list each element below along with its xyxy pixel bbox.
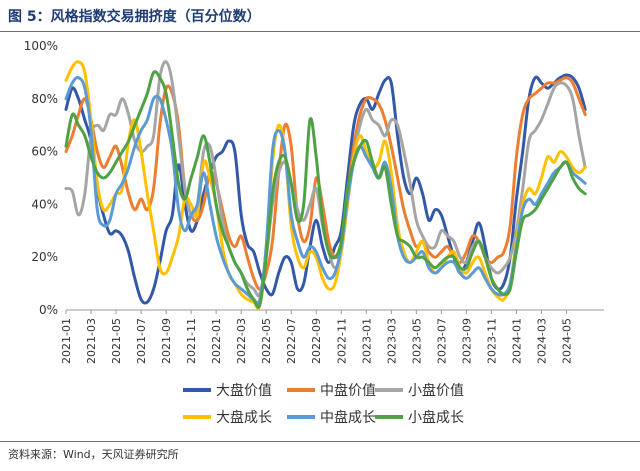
- x-tick-label: 2024-05: [560, 318, 573, 364]
- x-tick-label: 2024-01: [510, 318, 523, 364]
- legend-label: 小盘成长: [408, 409, 464, 426]
- x-tick-label: 2023-01: [360, 318, 373, 364]
- y-tick-label: 0%: [39, 303, 58, 317]
- x-axis: 2021-01 2021-03 2021-05 2021-07 2021-09 2021-…: [60, 309, 604, 364]
- y-tick-label: 100%: [24, 39, 58, 53]
- series-line-小盘成长: [64, 70, 587, 309]
- x-tick-label: 2022-05: [260, 318, 273, 364]
- y-tick-label: 20%: [31, 250, 58, 264]
- source-note: 资料来源：Wind，天风证券研究所: [8, 448, 179, 461]
- x-tick-label: 2021-11: [185, 318, 198, 364]
- legend-label: 小盘价值: [408, 382, 464, 399]
- x-tick-label: 2023-09: [460, 318, 473, 364]
- x-tick-label: 2022-03: [235, 318, 248, 364]
- source-divider: [0, 441, 640, 442]
- x-tick-label: 2021-01: [60, 318, 73, 364]
- chart-title: 图 5：风格指数交易拥挤度（百分位数）: [8, 9, 261, 25]
- x-tick-label: 2023-11: [485, 318, 498, 364]
- x-tick-label: 2023-03: [385, 318, 398, 364]
- series-layer: [64, 60, 587, 310]
- series-line-大盘价值: [64, 73, 587, 305]
- y-tick-label: 40%: [31, 197, 58, 211]
- title-divider: [0, 31, 640, 32]
- x-tick-label: 2022-11: [335, 318, 348, 364]
- x-tick-label: 2023-05: [410, 318, 423, 364]
- x-tick-label: 2023-07: [435, 318, 448, 364]
- x-tick-label: 2021-07: [135, 318, 148, 364]
- x-tick-label: 2021-05: [110, 318, 123, 364]
- series-line-中盘价值: [64, 76, 587, 291]
- legend-label: 大盘价值: [216, 382, 272, 399]
- legend-label: 大盘成长: [216, 409, 272, 426]
- x-tick-label: 2022-07: [285, 318, 298, 364]
- x-tick-label: 2022-09: [310, 318, 323, 364]
- legend-label: 中盘成长: [320, 409, 376, 426]
- y-tick-label: 80%: [31, 92, 58, 106]
- x-tick-label: 2021-09: [160, 318, 173, 364]
- x-tick-label: 2021-03: [85, 318, 98, 364]
- y-tick-label: 60%: [31, 145, 58, 159]
- legend-label: 中盘价值: [320, 382, 376, 399]
- series-line-中盘成长: [64, 76, 587, 306]
- line-chart: 0% 20% 40% 60% 80% 100% 2021-01 2021-03 2021-05…: [24, 39, 604, 426]
- y-axis: 0% 20% 40% 60% 80% 100%: [24, 39, 58, 317]
- x-tick-label: 2022-01: [210, 318, 223, 364]
- series-line-大盘成长: [64, 60, 587, 310]
- x-tick-label: 2024-03: [535, 318, 548, 364]
